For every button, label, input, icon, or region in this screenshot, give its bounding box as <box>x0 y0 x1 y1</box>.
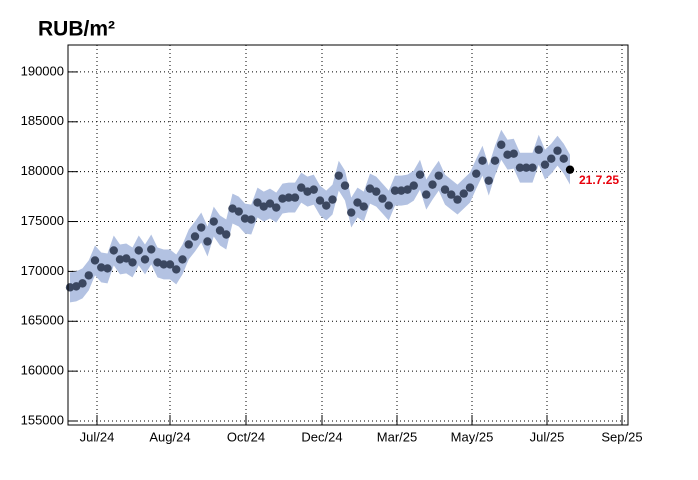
data-point <box>84 271 93 280</box>
y-tick-label: 175000 <box>21 213 64 228</box>
data-point <box>90 256 100 265</box>
data-point <box>428 180 437 189</box>
data-point <box>290 193 300 202</box>
x-tick-label: Mar/25 <box>377 429 417 444</box>
data-point <box>184 240 193 249</box>
data-point <box>372 187 381 196</box>
x-tick-label: Jul/24 <box>80 429 115 444</box>
data-point <box>72 282 81 291</box>
data-point <box>509 149 518 158</box>
x-tick-label: Aug/24 <box>149 429 190 444</box>
data-point <box>547 154 556 163</box>
data-point <box>453 195 462 204</box>
data-point <box>522 163 531 172</box>
data-point <box>378 194 387 203</box>
data-point <box>122 254 131 263</box>
y-tick-label: 180000 <box>21 163 64 178</box>
data-point <box>447 190 456 199</box>
data-point <box>234 207 243 216</box>
data-point <box>272 203 281 212</box>
data-point <box>278 194 287 203</box>
data-point <box>315 196 325 205</box>
chart-title: RUB/m² <box>38 18 115 41</box>
data-point <box>159 260 168 269</box>
data-point <box>403 185 412 194</box>
data-point <box>284 193 293 202</box>
annotation: 21.7.25 <box>579 173 619 187</box>
data-point <box>328 195 337 204</box>
data-point <box>228 204 237 213</box>
data-point <box>422 190 431 199</box>
data-point <box>484 176 493 185</box>
data-point <box>359 202 368 211</box>
data-point <box>409 181 418 190</box>
data-point <box>203 237 212 246</box>
data-point <box>259 202 268 211</box>
data-point <box>128 258 137 267</box>
x-tick-label: Oct/24 <box>227 429 265 444</box>
data-point <box>334 171 343 180</box>
data-point <box>209 217 218 226</box>
data-point <box>503 150 512 159</box>
data-point <box>390 186 400 195</box>
confidence-band <box>70 129 570 303</box>
data-point <box>440 185 450 194</box>
data-point <box>109 246 118 255</box>
data-point <box>415 170 425 179</box>
data-point <box>78 279 87 288</box>
data-point <box>340 181 350 190</box>
data-point <box>134 246 143 255</box>
x-tick-label: Sep/25 <box>601 429 642 444</box>
data-point <box>559 154 568 163</box>
y-tick-label: 170000 <box>21 263 64 278</box>
data-point <box>253 198 262 207</box>
data-point <box>197 223 206 232</box>
data-point <box>147 245 156 254</box>
x-tick-label: Jul/25 <box>530 429 565 444</box>
y-tick-label: 160000 <box>21 363 64 378</box>
data-point <box>353 198 362 207</box>
data-point <box>240 214 250 223</box>
data-point <box>165 260 175 269</box>
data-point <box>140 255 150 264</box>
data-point <box>497 140 506 149</box>
data-point <box>565 165 575 174</box>
data-point <box>347 208 356 217</box>
data-point <box>478 156 487 165</box>
data-point <box>465 183 475 192</box>
data-point <box>178 255 187 264</box>
data-point <box>222 230 231 239</box>
data-point <box>528 163 537 172</box>
data-point <box>472 169 481 178</box>
data-point <box>540 160 550 169</box>
data-point <box>247 215 256 224</box>
data-point <box>490 156 500 165</box>
x-tick-label: Dec/24 <box>301 429 342 444</box>
data-point <box>103 264 112 273</box>
data-point <box>515 163 525 172</box>
data-point <box>172 265 181 274</box>
data-point <box>553 146 562 155</box>
data-point <box>190 232 200 241</box>
data-point <box>322 201 331 210</box>
data-point <box>384 201 393 210</box>
data-point <box>297 183 306 192</box>
y-tick-label: 155000 <box>21 412 64 427</box>
data-point <box>534 145 543 154</box>
data-point <box>309 185 318 194</box>
data-point <box>397 186 406 195</box>
y-tick-label: 185000 <box>21 113 64 128</box>
data-point <box>265 199 275 208</box>
data-point <box>434 171 443 180</box>
data-point <box>97 263 106 272</box>
x-tick-label: May/25 <box>451 429 494 444</box>
data-point <box>365 184 375 193</box>
y-tick-label: 190000 <box>21 63 64 78</box>
data-point <box>459 189 468 198</box>
data-point <box>115 255 125 264</box>
y-tick-label: 165000 <box>21 313 64 328</box>
data-point <box>215 226 225 235</box>
plot-frame <box>67 44 629 426</box>
